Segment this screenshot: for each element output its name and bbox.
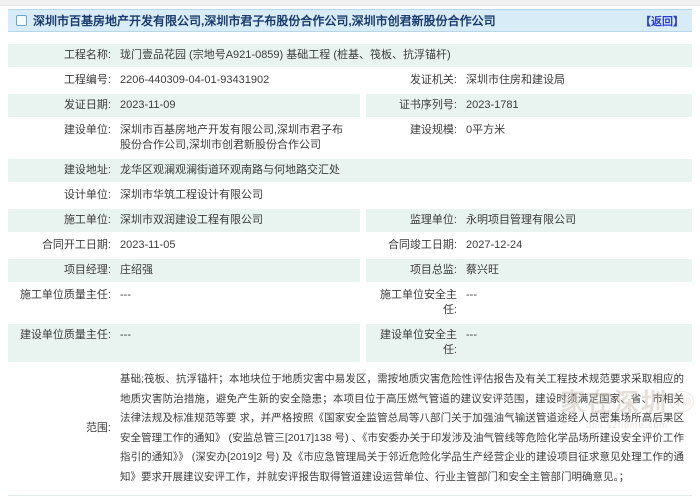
field-label: 发证日期: (63, 99, 111, 111)
field-value: 2206-440309-04-01-93431902 (120, 74, 270, 86)
field-pair: 施工单位质量主任: --- (8, 284, 360, 322)
field-value: --- (120, 329, 131, 341)
collapse-checkbox-icon[interactable] (16, 15, 27, 26)
field-label: 施工单位: (63, 214, 111, 226)
field-value: 2023-11-05 (120, 239, 176, 251)
field-pair: 发证机关: 深圳市住房和建设局 (366, 69, 692, 92)
field-value: 基础;筏板、抗浮锚杆；本地块位于地质灾害中易发区，需按地质灾害危险性评估报告及有… (120, 373, 684, 483)
company-title: 深圳市百基房地产开发有限公司,深圳市君子布股份合作公司,深圳市创君新股份合作公司 (33, 14, 496, 28)
table-row: 建设单位质量主任: --- 建设单位安全主任: --- (8, 324, 692, 362)
field-pair: 建设单位: 深圳市百基房地产开发有限公司,深圳市君子布股份合作公司,深圳市创君新股… (8, 119, 360, 157)
field-value: 深圳市住房和建设局 (466, 74, 565, 86)
page-top-strip (0, 0, 700, 6)
table-row: 项目经理: 庄绍强 项目总监: 蔡兴旺 (8, 259, 692, 282)
field-pair: 施工单位安全主任: --- (366, 284, 692, 322)
field-label: 建设单位质量主任: (19, 329, 111, 341)
field-value: 庄绍强 (120, 264, 153, 276)
header-bar: 深圳市百基房地产开发有限公司,深圳市君子布股份合作公司,深圳市创君新股份合作公司… (8, 9, 692, 32)
field-value: --- (466, 289, 477, 301)
field-pair: 施工单位: 深圳市双润建设工程有限公司 (8, 209, 360, 232)
table-row: 工程名称: 珑门壹品花园 (宗地号A921-0859) 基础工程 (桩基、筏板、抗… (8, 44, 692, 67)
field-pair: 合同开工日期: 2023-11-05 (8, 234, 360, 257)
field-value: --- (466, 329, 477, 341)
field-pair: 建设单位质量主任: --- (8, 324, 360, 362)
table-row: 施工单位: 深圳市双润建设工程有限公司 监理单位: 永明项目管理有限公司 (8, 209, 692, 232)
field-value: 龙华区观澜观澜街道环观南路与何地路交汇处 (120, 164, 340, 176)
table-row: 建设单位: 深圳市百基房地产开发有限公司,深圳市君子布股份合作公司,深圳市创君新股… (8, 119, 692, 157)
field-pair: 证书序列号: 2023-1781 (366, 94, 692, 117)
field-pair: 工程编号: 2206-440309-04-01-93431902 (8, 69, 360, 92)
field-value: 2023-11-09 (120, 99, 176, 111)
scope-row: 范围: 基础;筏板、抗浮锚杆；本地块位于地质灾害中易发区，需按地质灾害危险性评估报… (8, 364, 692, 493)
field-label: 合同竣工日期: (387, 239, 457, 251)
field-pair: 发证日期: 2023-11-09 (8, 94, 360, 117)
field-label: 项目总监: (409, 264, 457, 276)
field-label: 工程名称: (63, 49, 111, 61)
field-label: 发证机关: (409, 74, 457, 86)
field-value: 2023-1781 (466, 99, 519, 111)
field-value: 深圳市华筑工程设计有限公司 (120, 189, 263, 201)
field-label: 建设单位: (63, 124, 111, 136)
field-label: 监理单位: (409, 214, 457, 226)
field-label: 设计单位: (63, 189, 111, 201)
back-link[interactable]: 【返回】 (640, 15, 684, 28)
field-pair: 工程名称: 珑门壹品花园 (宗地号A921-0859) 基础工程 (桩基、筏板、抗… (8, 44, 692, 67)
field-label: 施工单位安全主任: (380, 289, 457, 316)
table-row: 工程编号: 2206-440309-04-01-93431902 发证机关: 深圳市住… (8, 69, 692, 92)
field-pair: 范围: 基础;筏板、抗浮锚杆；本地块位于地质灾害中易发区，需按地质灾害危险性评估报… (8, 364, 692, 493)
field-label: 建设地址: (63, 164, 111, 176)
field-label: 证书序列号: (398, 99, 457, 111)
field-value: 2027-12-24 (466, 239, 523, 251)
field-value: 蔡兴旺 (466, 264, 499, 276)
info-table: 工程名称: 珑门壹品花园 (宗地号A921-0859) 基础工程 (桩基、筏板、抗… (8, 44, 692, 496)
table-row: 施工单位质量主任: --- 施工单位安全主任: --- (8, 284, 692, 322)
field-pair: 项目经理: 庄绍强 (8, 259, 360, 282)
field-value: --- (120, 289, 131, 301)
field-label: 建设单位安全主任: (380, 329, 457, 356)
field-label: 工程编号: (63, 74, 111, 86)
table-row: 合同开工日期: 2023-11-05 合同竣工日期: 2027-12-24 (8, 234, 692, 257)
table-row: 设计单位: 深圳市华筑工程设计有限公司 (8, 184, 692, 207)
field-value: 永明项目管理有限公司 (466, 214, 576, 226)
table-row: 发证日期: 2023-11-09 证书序列号: 2023-1781 (8, 94, 692, 117)
field-label: 施工单位质量主任: (19, 289, 111, 301)
field-label: 范围: (85, 422, 111, 434)
field-label: 建设规模: (409, 124, 457, 136)
field-value: 深圳市百基房地产开发有限公司,深圳市君子布股份合作公司,深圳市创君新股份合作公司 (120, 124, 344, 151)
field-value: 深圳市双润建设工程有限公司 (120, 214, 263, 226)
field-pair: 设计单位: 深圳市华筑工程设计有限公司 (8, 184, 692, 207)
field-label: 合同开工日期: (41, 239, 111, 251)
field-pair: 建设单位安全主任: --- (366, 324, 692, 362)
field-pair: 合同竣工日期: 2027-12-24 (366, 234, 692, 257)
content-wrap: 深圳市百基房地产开发有限公司,深圳市君子布股份合作公司,深圳市创君新股份合作公司… (0, 6, 700, 496)
field-pair: 项目总监: 蔡兴旺 (366, 259, 692, 282)
field-pair: 建设规模: 0平方米 (366, 119, 692, 157)
field-label: 项目经理: (63, 264, 111, 276)
field-value: 0平方米 (466, 124, 506, 136)
field-value: 珑门壹品花园 (宗地号A921-0859) 基础工程 (桩基、筏板、抗浮锚杆) (120, 49, 451, 61)
field-pair: 监理单位: 永明项目管理有限公司 (366, 209, 692, 232)
field-pair: 建设地址: 龙华区观澜观澜街道环观南路与何地路交汇处 (8, 159, 692, 182)
table-row: 建设地址: 龙华区观澜观澜街道环观南路与何地路交汇处 (8, 159, 692, 182)
